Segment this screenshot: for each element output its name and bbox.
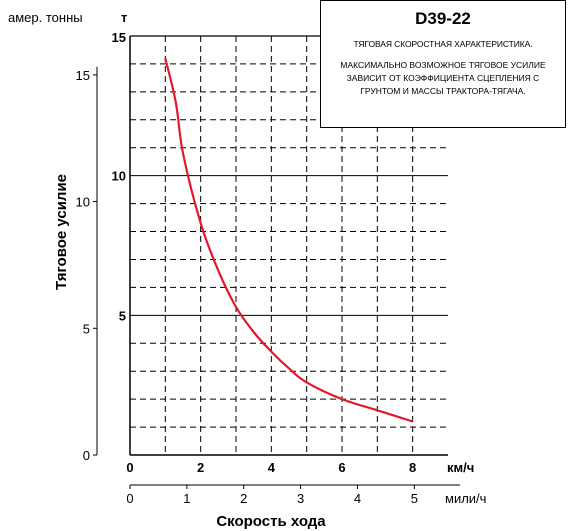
x-tick-label-mph: 0: [126, 491, 133, 506]
y-axis-label: Тяговое усилие: [53, 174, 70, 290]
x-unit-metric: км/ч: [447, 460, 474, 475]
x-unit-miles: мили/ч: [445, 491, 486, 506]
y-tick-label-metric: 10: [112, 169, 126, 184]
model-label: D39-22: [415, 9, 471, 28]
y-unit-us: амер. тонны: [8, 10, 83, 25]
y-tick-label-metric: 5: [119, 308, 126, 323]
info-box: D39-22 ТЯГОВАЯ СКОРОСТНАЯ ХАРАКТЕРИСТИКА…: [320, 0, 566, 128]
x-tick-label-kmh: 6: [338, 460, 345, 475]
y-tick-label-metric: 15: [112, 30, 126, 45]
labels-layer: 5 10 15 0 2 4 6 8 0 5 10 15 0 1 2 3 4 5: [76, 30, 418, 506]
x-tick-label-mph: 4: [354, 491, 361, 506]
x-tick-label-kmh: 8: [409, 460, 416, 475]
y-tick-label-us: 10: [76, 195, 90, 210]
tractive-effort-curve: [164, 58, 414, 423]
description-text: МАКСИМАЛЬНО ВОЗМОЖНОЕ ТЯГОВОЕ УСИЛИЕ ЗАВ…: [340, 60, 546, 96]
x-tick-label-mph: 1: [183, 491, 190, 506]
x-tick-label-mph: 3: [297, 491, 304, 506]
axes-layer: [93, 35, 460, 489]
x-tick-label-kmh: 0: [126, 460, 133, 475]
x-tick-label-mph: 2: [240, 491, 247, 506]
x-tick-label-mph: 5: [411, 491, 418, 506]
x-axis-label: Скорость хода: [216, 513, 326, 530]
y-tick-label-us: 15: [76, 68, 90, 83]
series-layer: [164, 58, 414, 423]
x-tick-label-kmh: 2: [197, 460, 204, 475]
y-unit-metric: т: [121, 10, 127, 25]
x-tick-label-kmh: 4: [268, 460, 276, 475]
y-tick-label-us: 0: [83, 448, 90, 463]
chart-caption: ТЯГОВАЯ СКОРОСТНАЯ ХАРАКТЕРИСТИКА.: [353, 39, 533, 49]
y-tick-label-us: 5: [83, 321, 90, 336]
